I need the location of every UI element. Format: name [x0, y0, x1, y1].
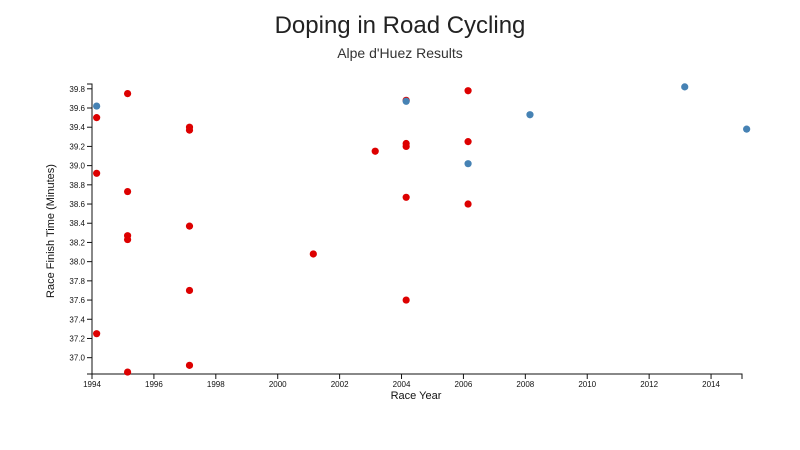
x-tick-label: 2002: [331, 380, 349, 389]
y-tick-label: 37.8: [69, 277, 85, 286]
data-point-doping[interactable]: [123, 235, 132, 244]
x-tick-label: 2010: [578, 380, 596, 389]
data-point-doping[interactable]: [123, 368, 132, 376]
y-tick-label: 39.0: [69, 162, 85, 171]
chart-title: Doping in Road Cycling: [275, 12, 526, 39]
data-point-doping[interactable]: [309, 250, 317, 258]
data-point-doping[interactable]: [93, 169, 101, 177]
y-tick-label: 38.8: [69, 181, 85, 190]
x-tick-label: 1998: [207, 380, 225, 389]
data-point-clean[interactable]: [402, 97, 410, 105]
y-tick-label: 39.8: [69, 85, 85, 94]
y-tick-label: 38.6: [69, 200, 85, 209]
x-axis-label: Race Year: [391, 390, 442, 402]
x-tick-label: 2008: [516, 380, 534, 389]
data-point-doping[interactable]: [402, 296, 410, 304]
x-tick-label: 2012: [640, 380, 658, 389]
chart-subtitle: Alpe d'Huez Results: [337, 45, 463, 61]
data-point-doping[interactable]: [464, 138, 472, 146]
data-point-doping[interactable]: [185, 286, 194, 295]
x-tick-label: 1996: [145, 380, 163, 389]
data-point-clean[interactable]: [93, 102, 101, 110]
x-axis: 1994 1996 1998 2000 2002 2004 2006 2008 2010 2012…: [83, 373, 743, 389]
data-point-doping[interactable]: [123, 90, 132, 98]
data-point-doping[interactable]: [93, 114, 101, 122]
y-tick-label: 37.4: [69, 315, 85, 324]
data-point-doping[interactable]: [185, 126, 194, 134]
y-tick-label: 37.0: [69, 354, 85, 363]
x-tick-label: 1994: [83, 380, 101, 389]
y-tick-label: 37.6: [69, 296, 85, 305]
data-point-doping[interactable]: [402, 142, 410, 151]
y-axis: 37.0 37.2 37.4 37.6 37.8 38.0 38.2 38.4 38.6 38.8…: [69, 83, 93, 375]
y-axis-label: Race Finish Time (Minutes): [45, 164, 57, 298]
data-point-doping[interactable]: [464, 87, 472, 95]
data-point-doping[interactable]: [93, 330, 101, 338]
x-axis-line: [91, 373, 743, 379]
y-tick-label: 38.2: [69, 238, 85, 247]
x-tick-label: 2004: [393, 380, 411, 389]
data-point-doping[interactable]: [185, 361, 194, 369]
y-tick-label: 38.4: [69, 219, 85, 228]
y-tick-label: 39.4: [69, 123, 85, 132]
data-point-clean[interactable]: [681, 83, 689, 91]
data-point-doping[interactable]: [371, 147, 379, 155]
data-point-doping[interactable]: [464, 200, 472, 208]
data-points: [93, 83, 751, 376]
x-tick-label: 2000: [269, 380, 287, 389]
y-tick-label: 39.6: [69, 104, 85, 113]
y-tick-label: 39.2: [69, 142, 85, 151]
x-tick-label: 2006: [455, 380, 473, 389]
y-tick-label: 37.2: [69, 334, 85, 343]
data-point-clean[interactable]: [464, 160, 472, 168]
x-tick-label: 2014: [702, 380, 720, 389]
data-point-clean[interactable]: [743, 125, 751, 133]
y-tick-label: 38.0: [69, 258, 85, 267]
data-point-clean[interactable]: [526, 111, 534, 119]
data-point-doping[interactable]: [185, 222, 194, 230]
y-axis-line: [87, 83, 93, 375]
data-point-doping[interactable]: [123, 187, 132, 196]
data-point-doping[interactable]: [402, 193, 410, 201]
